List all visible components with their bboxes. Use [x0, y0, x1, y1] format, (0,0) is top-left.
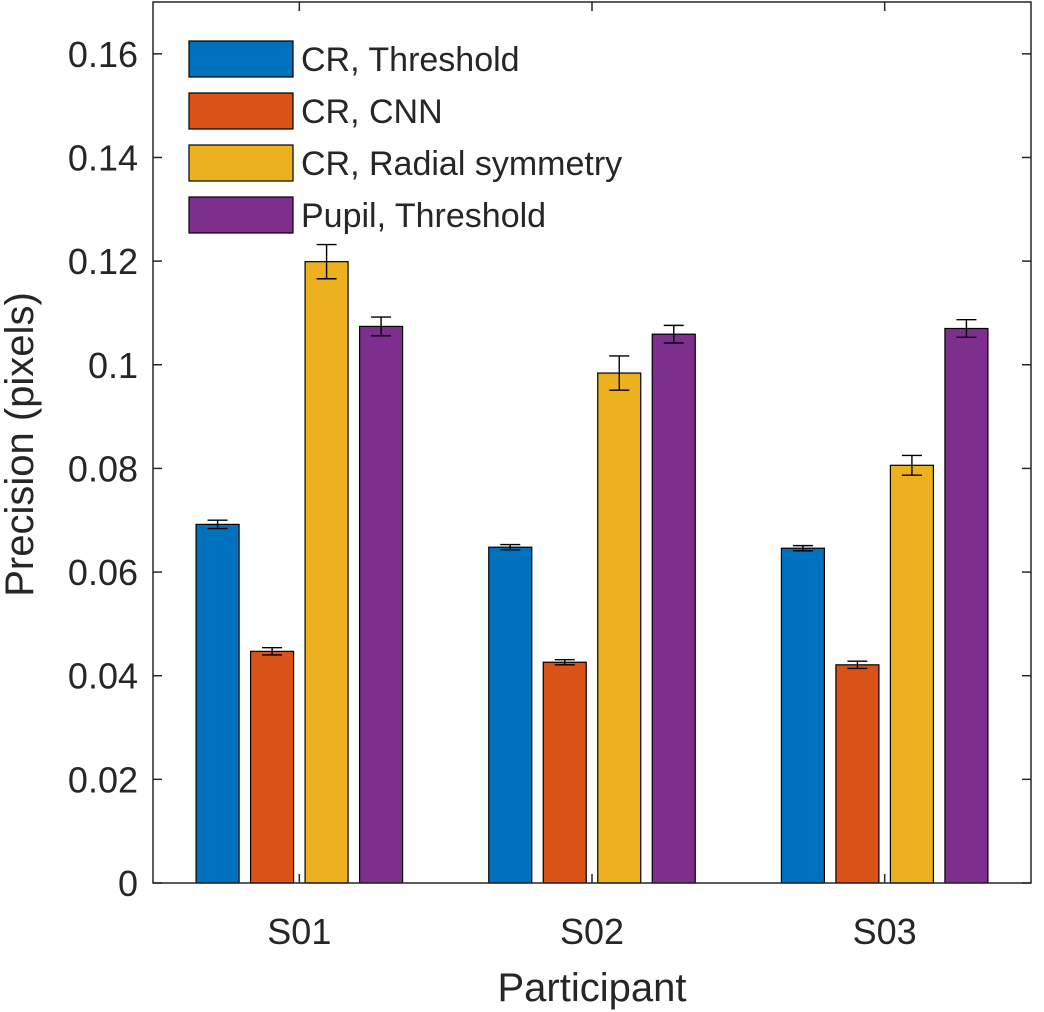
bar-s03-2: [889, 464, 935, 884]
legend-label: Pupil, Threshold: [301, 197, 546, 235]
x-axis: S01 S02 S03: [267, 2, 917, 952]
legend-swatch: [188, 92, 294, 130]
bar-s03-3: [944, 327, 989, 884]
bar-s02-0: [488, 546, 533, 884]
bar-s01-0: [195, 523, 240, 884]
bar-s03-0: [780, 547, 826, 884]
legend-swatch: [188, 196, 294, 234]
y-tick-label: 0.14: [68, 137, 138, 178]
legend-swatch: [188, 40, 294, 78]
y-axis-label: Precision (pixels): [0, 292, 42, 597]
bar-s02-1: [542, 661, 587, 884]
y-tick-label: 0.08: [68, 448, 138, 489]
bar-s03-1: [835, 664, 880, 884]
bar-s01-2: [304, 261, 349, 884]
y-tick-label: 0.12: [68, 241, 138, 282]
legend: CR, Threshold CR, CNN CR, Radial symmetry P…: [181, 32, 681, 235]
y-tick-label: 0.1: [88, 345, 138, 386]
y-tick-label: 0.02: [68, 759, 138, 800]
y-tick-label: 0: [118, 863, 138, 904]
x-tick-label: S01: [267, 911, 331, 952]
y-tick-label: 0.16: [68, 34, 138, 75]
x-tick-label: S03: [853, 911, 917, 952]
x-tick-label: S02: [560, 911, 624, 952]
legend-label: CR, CNN: [301, 93, 443, 131]
legend-label: CR, Threshold: [301, 41, 520, 79]
bar-s02-3: [651, 333, 696, 884]
legend-swatch: [188, 144, 294, 182]
bar-s01-3: [358, 325, 404, 884]
bars-layer: [195, 261, 989, 884]
legend-label: CR, Radial symmetry: [301, 145, 622, 183]
bar-s02-2: [597, 372, 642, 884]
y-axis: 0 0.02 0.04 0.06 0.08 0.1 0.12 0.14 0.16: [68, 34, 1031, 904]
y-tick-label: 0.04: [68, 656, 138, 697]
y-tick-label: 0.06: [68, 552, 138, 593]
x-axis-label: Participant: [498, 966, 687, 1010]
bar-s01-1: [249, 650, 295, 884]
errorbars-layer: [207, 243, 977, 670]
